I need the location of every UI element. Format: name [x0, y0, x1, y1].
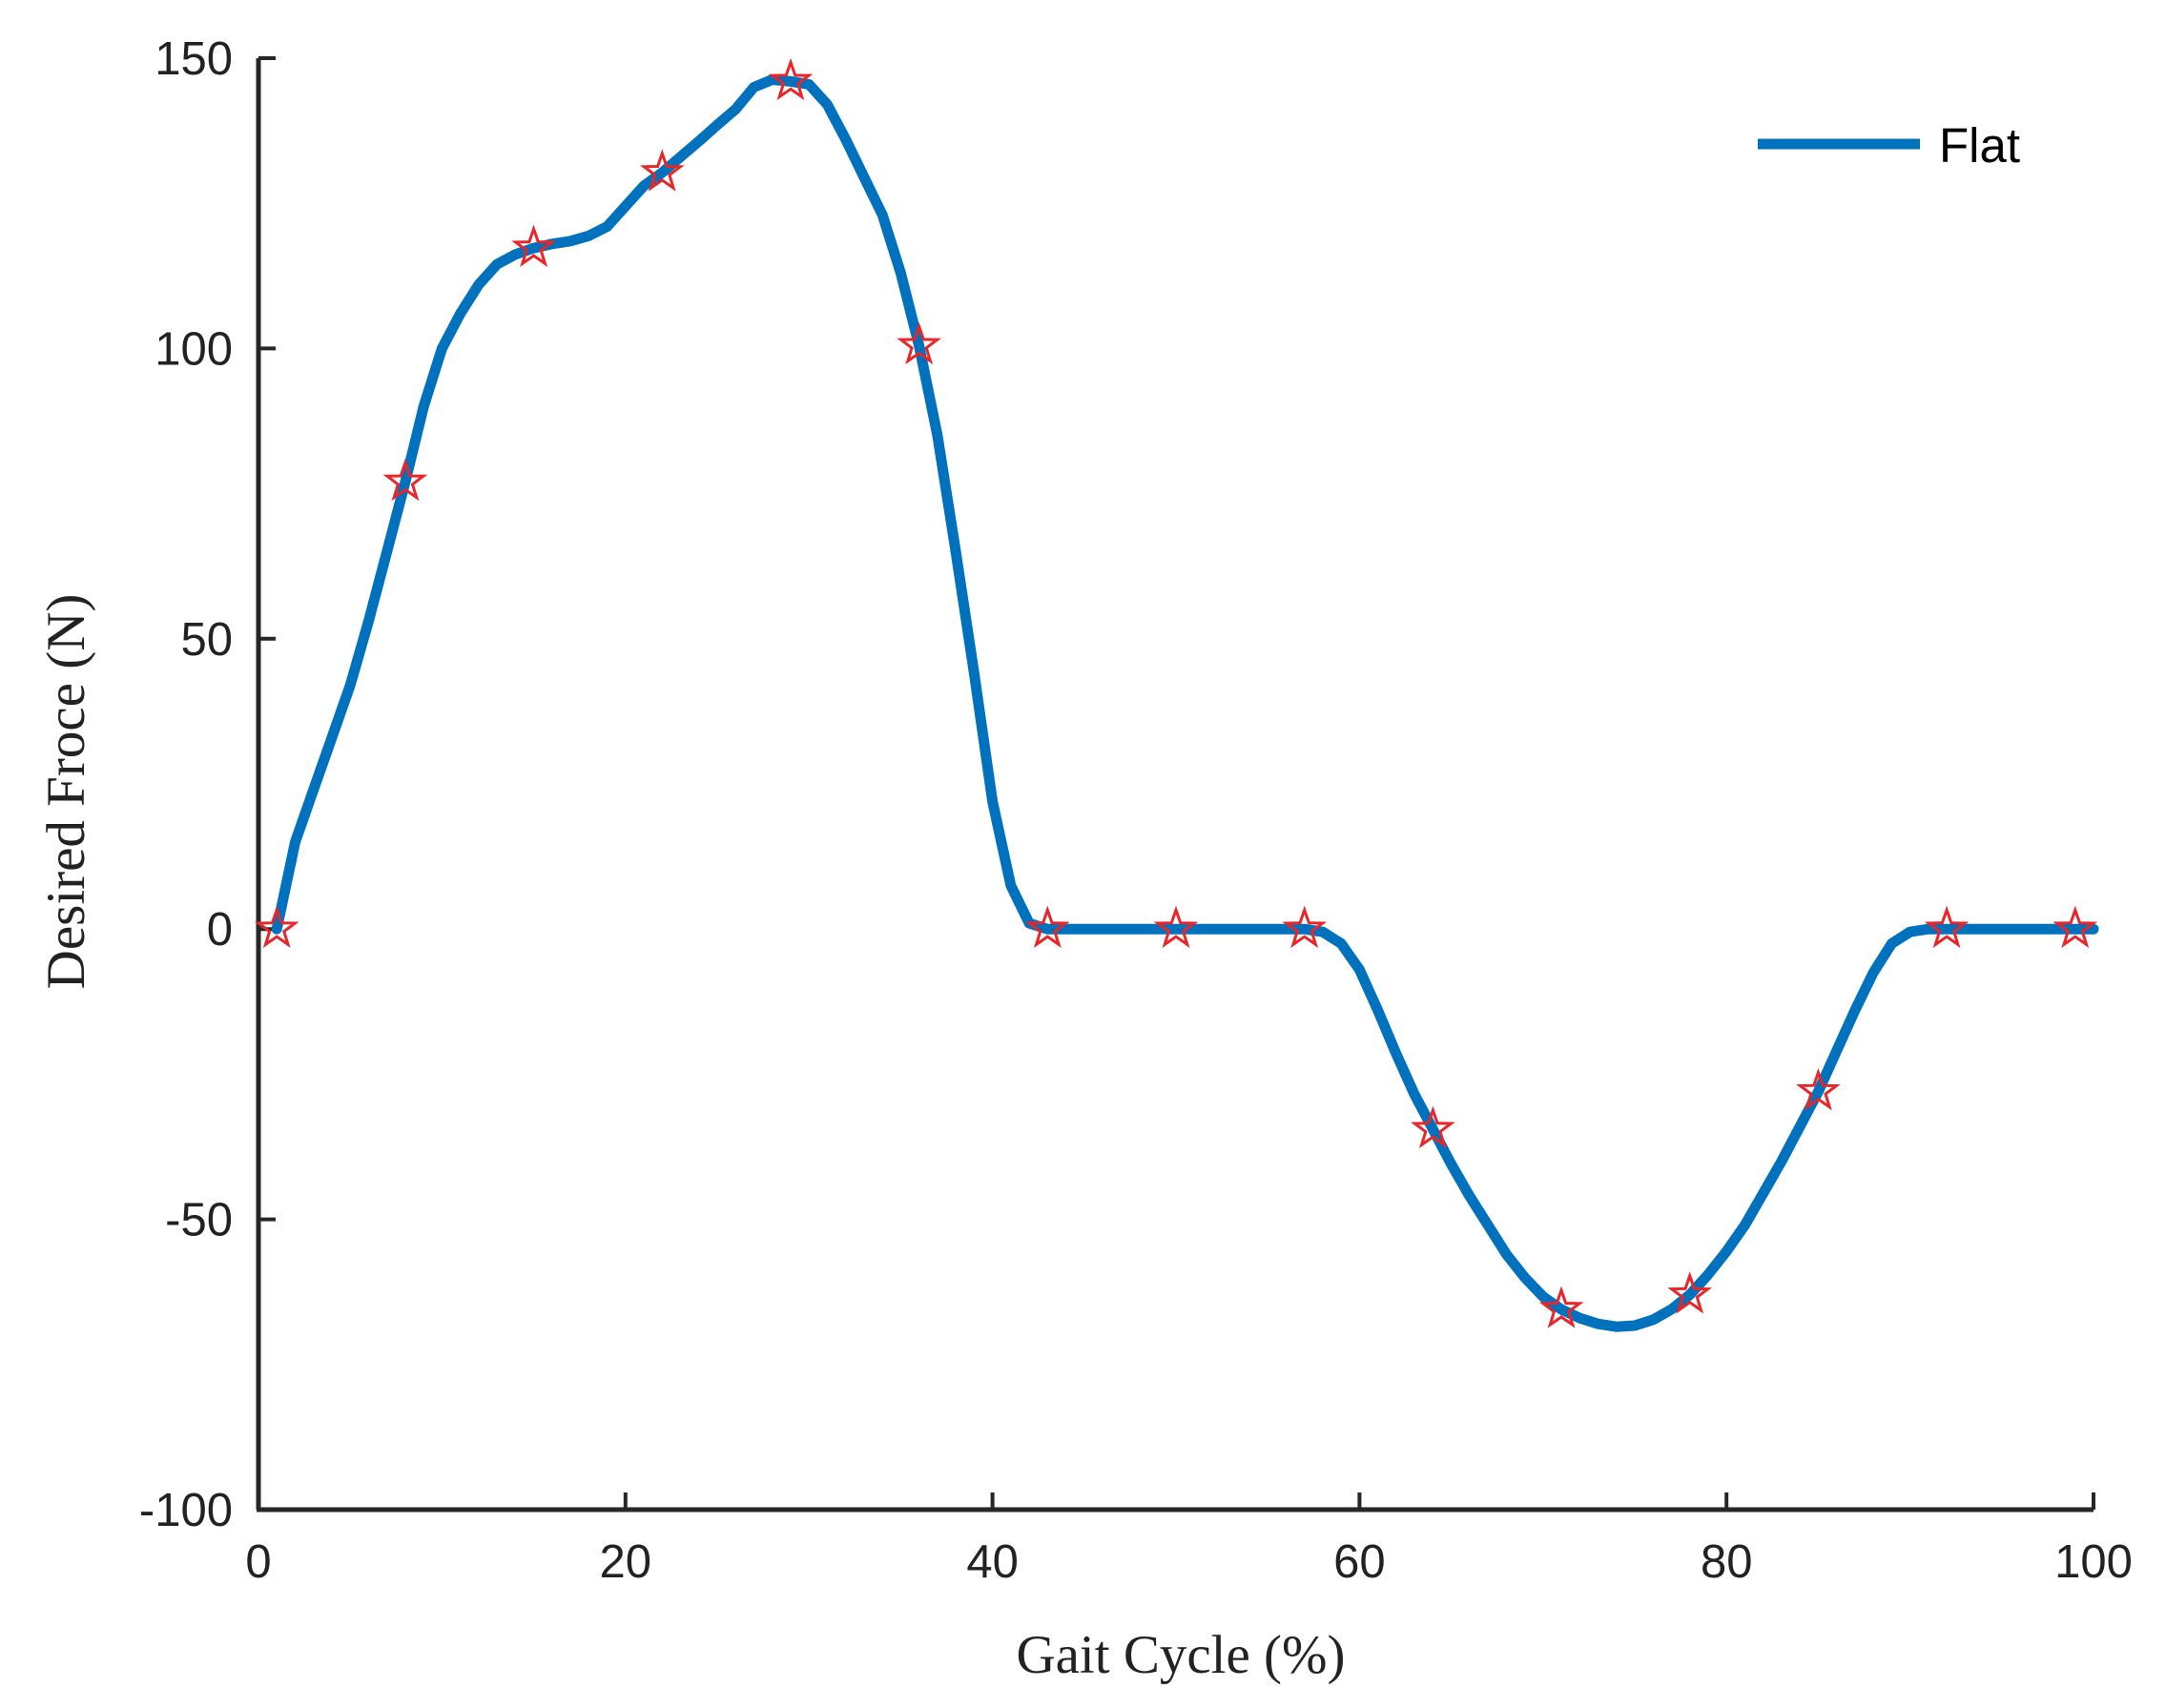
x-tick-label: 80: [1701, 1536, 1753, 1588]
series-layer: [271, 74, 2099, 1332]
star-marker: [1282, 905, 1328, 949]
legend-label-flat: Flat: [1939, 118, 2020, 173]
star-marker: [1153, 905, 1199, 949]
star-marker: [639, 149, 685, 192]
y-axis-label: Desired Froce (N): [36, 594, 96, 990]
star-marker: [254, 905, 299, 949]
star-marker: [1667, 1271, 1713, 1314]
y-tick-label: 150: [155, 33, 233, 85]
x-tick-label: 60: [1333, 1536, 1386, 1588]
y-tick-label: 100: [155, 323, 233, 375]
x-tick-label: 0: [245, 1536, 271, 1588]
legend: Flat: [1758, 118, 2020, 173]
star-marker: [511, 224, 556, 267]
star-marker: [382, 458, 428, 502]
star-marker: [1538, 1286, 1584, 1328]
star-marker: [768, 57, 814, 101]
star-marker: [1410, 1105, 1455, 1149]
star-marker: [1924, 905, 1970, 949]
star-marker: [1796, 1068, 1841, 1111]
x-tick-label: 40: [966, 1536, 1019, 1588]
y-tick-label: -50: [165, 1195, 233, 1246]
x-axis-label: Gait Cycle (%): [1016, 1625, 1345, 1685]
y-tick-label: 0: [207, 904, 233, 956]
y-tick-label: 50: [180, 614, 233, 666]
star-marker: [897, 321, 942, 365]
x-tick-label: 100: [2054, 1536, 2133, 1588]
y-tick-label: -100: [139, 1485, 233, 1536]
axis-ticks: 0 20 40 60 80 100 150 100 50 0 -50 -100: [139, 33, 2133, 1588]
series-line-flat: [271, 74, 2099, 1332]
star-marker: [1024, 905, 1070, 949]
axes: [256, 58, 2094, 1513]
star-marker: [2053, 905, 2098, 949]
x-tick-label: 20: [600, 1536, 652, 1588]
marker-layer: [254, 57, 2098, 1328]
